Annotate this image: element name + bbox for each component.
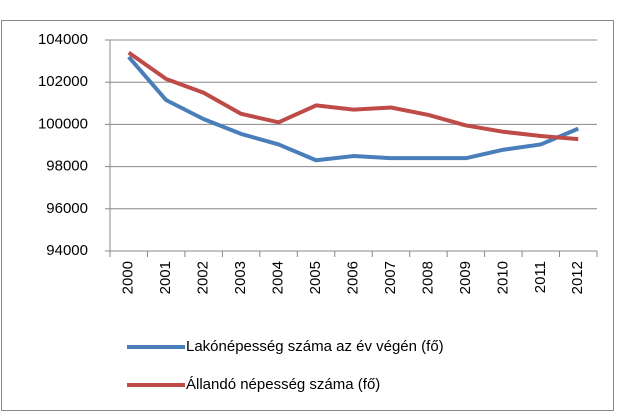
y-tick-label: 102000 [38, 73, 88, 90]
y-tick-label: 94000 [46, 242, 88, 259]
x-tick-label: 2009 [457, 261, 474, 294]
x-tick-label: 2012 [569, 261, 586, 294]
chart-border [1, 20, 614, 411]
x-tick-label: 2005 [307, 261, 324, 294]
legend-label: Lakónépesség száma az év végén (fő) [186, 338, 444, 355]
x-tick-label: 2003 [232, 261, 249, 294]
series-line [127, 51, 579, 142]
x-tick-label: 2002 [195, 261, 212, 294]
y-tick-label: 100000 [38, 115, 88, 132]
x-tick-label: 2000 [120, 261, 137, 294]
legend-label: Állandó népesség száma (fő) [186, 376, 380, 393]
x-tick-label: 2001 [157, 261, 174, 294]
series-line [127, 55, 580, 163]
x-tick-label: 2008 [419, 261, 436, 294]
y-tick-label: 98000 [46, 158, 88, 175]
x-tick-label: 2007 [382, 261, 399, 294]
y-tick-label: 104000 [38, 31, 88, 48]
y-tick-label: 96000 [46, 200, 88, 217]
x-tick-label: 2006 [344, 261, 361, 294]
x-tick-label: 2010 [494, 261, 511, 294]
x-tick-label: 2011 [532, 261, 549, 293]
x-tick-label: 2004 [270, 261, 287, 294]
